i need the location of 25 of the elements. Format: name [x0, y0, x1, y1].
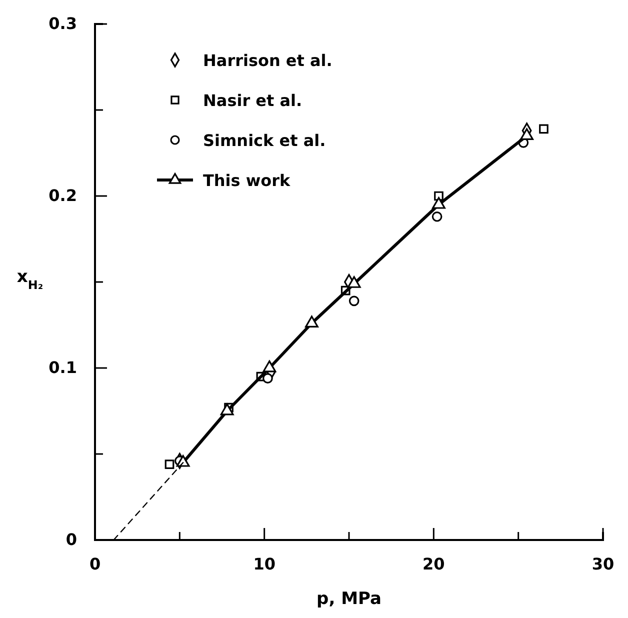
x-tick-label: 0	[89, 554, 101, 574]
y-tick-label: 0	[66, 530, 77, 550]
point	[432, 211, 442, 222]
legend-label: Simnick et al.	[203, 131, 326, 150]
point	[347, 276, 361, 288]
x-axis-title: p, MPa	[316, 589, 382, 609]
point	[305, 316, 318, 328]
y-tick-label: 0.2	[48, 186, 77, 206]
x-tick-label: 30	[592, 554, 614, 574]
x-tick-label: 20	[422, 554, 445, 574]
x-tick-label: 10	[253, 554, 276, 574]
y-axis-title: x$_{H₂}$	[16, 267, 44, 292]
point	[348, 296, 360, 306]
point	[539, 124, 548, 134]
point	[164, 460, 174, 469]
legend-label: This work	[203, 171, 291, 190]
legend-label: Harrison et al.	[203, 51, 332, 70]
point	[176, 455, 190, 467]
point	[262, 373, 273, 384]
point	[432, 197, 446, 209]
point	[262, 360, 276, 372]
y-tick-label: 0.3	[48, 14, 77, 34]
point	[220, 403, 234, 416]
legend-label: Nasir et al.	[203, 91, 302, 110]
y-tick-label: 0.1	[48, 358, 77, 378]
